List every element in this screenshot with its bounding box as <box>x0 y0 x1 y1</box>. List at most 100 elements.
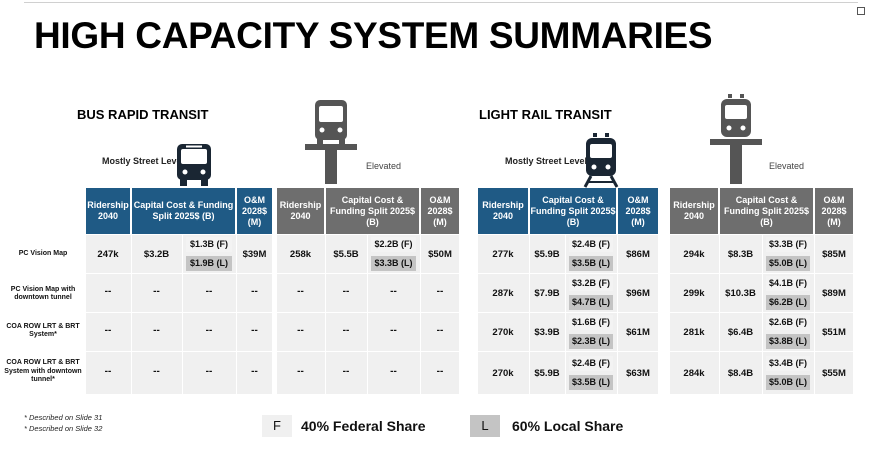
brt-street-empty-cell: -- <box>104 366 112 377</box>
brt-elevated-empty-cell: -- <box>342 286 350 297</box>
brt-street-empty-cell: -- <box>153 366 160 377</box>
column-divider <box>420 313 421 351</box>
column-divider <box>420 274 421 312</box>
column-divider <box>814 352 815 394</box>
brt-street-header-ridership: Ridership 2040 <box>86 188 130 234</box>
column-divider <box>529 274 530 312</box>
lrt-street-ridership-value: 270k <box>492 326 514 338</box>
brt-street-ridership-value: 247k <box>97 248 119 260</box>
lrt-elevated-capital-total: $8.4B <box>727 367 754 379</box>
column-divider <box>617 352 618 394</box>
brt-elevated-row-bg <box>277 235 459 273</box>
lrt-street-header-om: O&M 2028$ (M) <box>618 188 658 234</box>
lrt-street-local-share: $2.3B (L) <box>569 334 613 349</box>
brt-elevated-header-ridership: Ridership 2040 <box>277 188 324 234</box>
lrt-street-local-share: $3.5B (L) <box>569 375 613 390</box>
brt-street-row-bg <box>86 235 272 273</box>
brt-street-empty-cell: -- <box>251 325 258 336</box>
lrt-elevated-header-om: O&M 2028$ (M) <box>815 188 853 234</box>
column-divider <box>565 352 566 394</box>
brt-elevated-empty-cell: -- <box>436 325 444 336</box>
lrt-elevated-ridership-value: 299k <box>683 287 705 299</box>
column-divider <box>617 235 618 273</box>
row-label-pc-vision-tunnel: PC Vision Map with downtown tunnel <box>10 285 76 302</box>
brt-street-header-capital: Capital Cost & Funding Split 2025$ (B) <box>132 188 235 234</box>
brt-elevated-header-capital: Capital Cost & Funding Split 2025$ (B) <box>326 188 419 234</box>
brt-elevated-empty-cell: -- <box>297 325 304 336</box>
lrt-elevated-row-bg <box>670 352 853 394</box>
column-divider <box>236 313 237 351</box>
brt-elevated-row-bg <box>277 352 459 394</box>
brt-elevated-ridership-value: 258k <box>289 248 312 260</box>
lrt-elevated-federal-share: $2.6B (F) <box>766 315 810 330</box>
column-divider <box>131 235 132 273</box>
lrt-elevated-ridership-value: 284k <box>683 367 705 379</box>
column-divider <box>529 313 530 351</box>
column-divider <box>719 274 720 312</box>
lrt-street-ridership-value: 287k <box>492 287 514 299</box>
lrt-street-federal-share: $1.6B (F) <box>569 315 613 330</box>
mode-label-brt-elevated: Elevated <box>366 161 402 171</box>
lrt-elevated-om-value: $89M <box>822 287 846 299</box>
column-divider <box>565 235 566 273</box>
brt-elevated-empty-cell: -- <box>390 325 397 336</box>
lrt-elevated-federal-share: $4.1B (F) <box>766 276 810 291</box>
lrt-street-local-share: $3.5B (L) <box>569 256 613 271</box>
brt-street-empty-cell: -- <box>251 286 258 297</box>
brt-street-empty-cell: -- <box>153 325 160 336</box>
lrt-street-row-bg <box>478 313 658 351</box>
bus-front-icon <box>177 144 211 186</box>
brt-elevated-empty-cell: -- <box>436 366 444 377</box>
column-divider <box>814 235 815 273</box>
column-divider <box>182 313 183 351</box>
page-title: HIGH CAPACITY SYSTEM SUMMARIES <box>34 15 713 56</box>
column-divider <box>719 235 720 273</box>
column-divider <box>762 352 763 394</box>
lrt-street-ridership-value: 277k <box>492 248 514 260</box>
column-divider <box>367 235 368 273</box>
brt-street-om-value: $39M <box>242 248 267 260</box>
lrt-street-row-bg <box>478 274 658 312</box>
column-divider <box>420 235 421 273</box>
brt-street-federal-share: $1.3B (F) <box>186 237 232 252</box>
brt-elevated-empty-cell: -- <box>297 286 304 297</box>
brt-street-empty-cell: -- <box>205 325 213 336</box>
brt-elevated-om-value: $50M <box>428 248 452 260</box>
train-front-icon <box>583 133 619 188</box>
brt-street-capital-total: $3.2B <box>143 248 170 260</box>
lrt-street-capital-total: $7.9B <box>534 287 560 299</box>
column-divider <box>182 235 183 273</box>
column-divider <box>367 352 368 394</box>
column-divider <box>182 352 183 394</box>
column-divider <box>529 235 530 273</box>
row-label-coa-row: COA ROW LRT & BRT System* <box>6 322 80 339</box>
brt-street-empty-cell: -- <box>104 325 112 336</box>
section-title-lrt: LIGHT RAIL TRANSIT <box>479 107 612 122</box>
lrt-street-header-capital: Capital Cost & Funding Split 2025$ (B) <box>530 188 616 234</box>
mode-label-brt-street: Mostly Street Level <box>101 156 185 166</box>
lrt-elevated-capital-total: $10.3B <box>725 287 756 299</box>
brt-street-row-bg <box>86 313 272 351</box>
lrt-street-local-share: $4.7B (L) <box>569 295 613 310</box>
section-title-brt: BUS RAPID TRANSIT <box>77 107 209 122</box>
column-divider <box>719 352 720 394</box>
brt-elevated-empty-cell: -- <box>390 366 397 377</box>
column-divider <box>762 313 763 351</box>
brt-elevated-row-bg <box>277 274 459 312</box>
legend-local-text: 60% Local Share <box>512 418 624 434</box>
brt-street-empty-cell: -- <box>153 286 160 297</box>
elevated-bus-icon <box>305 100 357 184</box>
lrt-street-capital-total: $5.9B <box>534 367 560 379</box>
lrt-elevated-federal-share: $3.4B (F) <box>766 356 810 371</box>
column-divider <box>182 274 183 312</box>
column-divider <box>565 313 566 351</box>
column-divider <box>529 352 530 394</box>
brt-street-row-bg <box>86 352 272 394</box>
lrt-elevated-local-share: $6.2B (L) <box>766 295 810 310</box>
column-divider <box>325 235 326 273</box>
brt-street-row-bg <box>86 274 272 312</box>
lrt-elevated-om-value: $85M <box>822 248 846 260</box>
column-divider <box>719 313 720 351</box>
legend-local-box: L <box>470 415 500 437</box>
brt-street-empty-cell: -- <box>104 286 112 297</box>
